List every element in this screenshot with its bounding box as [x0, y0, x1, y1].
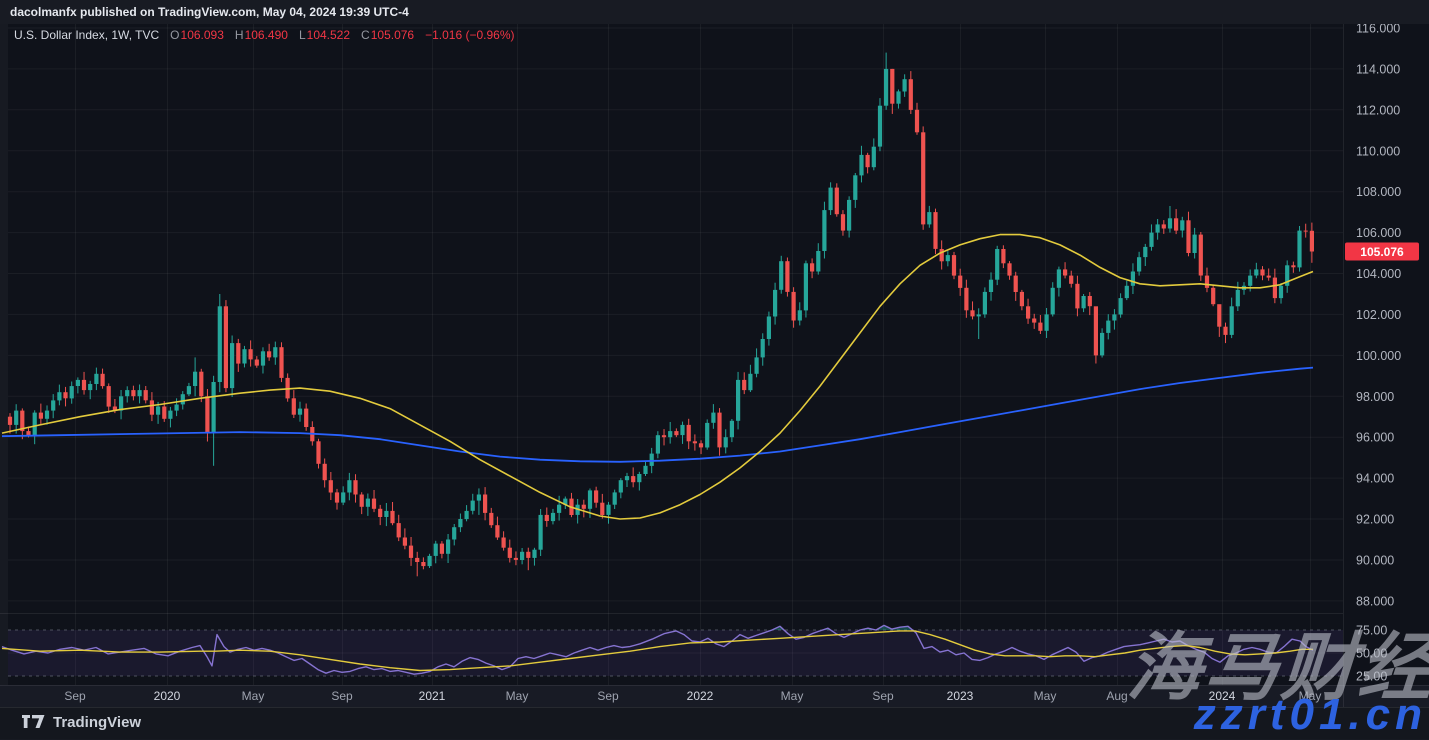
high-label: H — [234, 28, 244, 42]
tradingview-logo[interactable]: TradingView — [22, 714, 141, 731]
price-axis[interactable]: 116.000 114.000 112.000 110.000 108.000 106.0… — [1356, 22, 1401, 684]
svg-text:25.00: 25.00 — [1356, 670, 1387, 684]
svg-text:102.000: 102.000 — [1356, 308, 1401, 322]
ma-slow-blue-line — [1, 366, 1314, 463]
ma-fast-yellow-line — [1, 233, 1314, 520]
ohlc-low: L 104.522 — [299, 28, 350, 42]
footer-bar: TradingView — [22, 709, 141, 735]
ohlc-high: H 106.490 — [235, 28, 288, 42]
svg-text:108.000: 108.000 — [1356, 185, 1401, 199]
svg-text:92.000: 92.000 — [1356, 513, 1394, 527]
svg-text:94.000: 94.000 — [1356, 472, 1394, 486]
svg-text:100.000: 100.000 — [1356, 349, 1401, 363]
svg-text:Aug: Aug — [1106, 689, 1127, 703]
rsi-ma-line — [1, 630, 1313, 672]
svg-text:2022: 2022 — [687, 689, 714, 703]
symbol-title: U.S. Dollar Index, 1W, TVC — [14, 28, 160, 42]
rsi-overbought-fill — [860, 625, 913, 630]
low-label: L — [298, 28, 306, 42]
time-axis[interactable]: Sep 2020 May Sep 2021 May Sep 2022 May Sep 2023 May… — [64, 689, 1321, 703]
change-value: −1.016 (−0.96%) — [425, 28, 515, 42]
open-value: 106.093 — [180, 28, 224, 42]
candlestick-series — [7, 52, 1314, 577]
svg-text:114.000: 114.000 — [1356, 62, 1400, 76]
svg-text:2020: 2020 — [154, 689, 181, 703]
svg-text:May: May — [1034, 689, 1057, 703]
svg-text:May: May — [242, 689, 265, 703]
svg-text:May: May — [506, 689, 529, 703]
svg-text:88.000: 88.000 — [1356, 594, 1394, 608]
svg-text:2023: 2023 — [947, 689, 974, 703]
ohlc-open: O 106.093 — [170, 28, 224, 42]
svg-text:50.00: 50.00 — [1356, 647, 1387, 661]
svg-text:75.00: 75.00 — [1356, 624, 1387, 638]
svg-text:90.000: 90.000 — [1356, 554, 1394, 568]
close-label: C — [361, 28, 370, 42]
tradingview-logo-icon — [22, 715, 45, 728]
svg-text:Sep: Sep — [64, 689, 86, 703]
svg-text:98.000: 98.000 — [1356, 390, 1394, 404]
svg-text:Sep: Sep — [597, 689, 619, 703]
svg-text:96.000: 96.000 — [1356, 431, 1394, 445]
snapshot-header: dacolmanfx published on TradingView.com,… — [0, 0, 1429, 24]
close-value: 105.076 — [370, 28, 415, 42]
svg-text:104.000: 104.000 — [1356, 267, 1401, 281]
svg-text:110.000: 110.000 — [1356, 144, 1400, 158]
snapshot-attribution: dacolmanfx published on TradingView.com,… — [10, 5, 409, 19]
svg-text:Sep: Sep — [331, 689, 353, 703]
svg-text:106.000: 106.000 — [1356, 226, 1401, 240]
watermark-site-url: zzrt01.cn — [1193, 690, 1427, 739]
high-value: 106.490 — [244, 28, 288, 42]
svg-text:116.000: 116.000 — [1356, 22, 1400, 36]
svg-text:105.076: 105.076 — [1360, 245, 1404, 259]
open-label: O — [170, 28, 180, 42]
svg-text:2024: 2024 — [1209, 689, 1236, 703]
svg-text:Sep: Sep — [872, 689, 894, 703]
tradingview-brand-text: TradingView — [53, 713, 142, 731]
symbol-legend: U.S. Dollar Index, 1W, TVC O 106.093 H 106… — [14, 26, 515, 44]
rsi-line — [1, 624, 1314, 675]
last-price-badge: 105.076 — [1345, 242, 1419, 261]
svg-text:May: May — [1299, 689, 1322, 703]
low-value: 104.522 — [306, 28, 351, 42]
svg-text:May: May — [781, 689, 804, 703]
svg-text:2021: 2021 — [419, 689, 446, 703]
ohlc-close: C 105.076 — [361, 28, 414, 42]
svg-text:112.000: 112.000 — [1356, 103, 1400, 117]
